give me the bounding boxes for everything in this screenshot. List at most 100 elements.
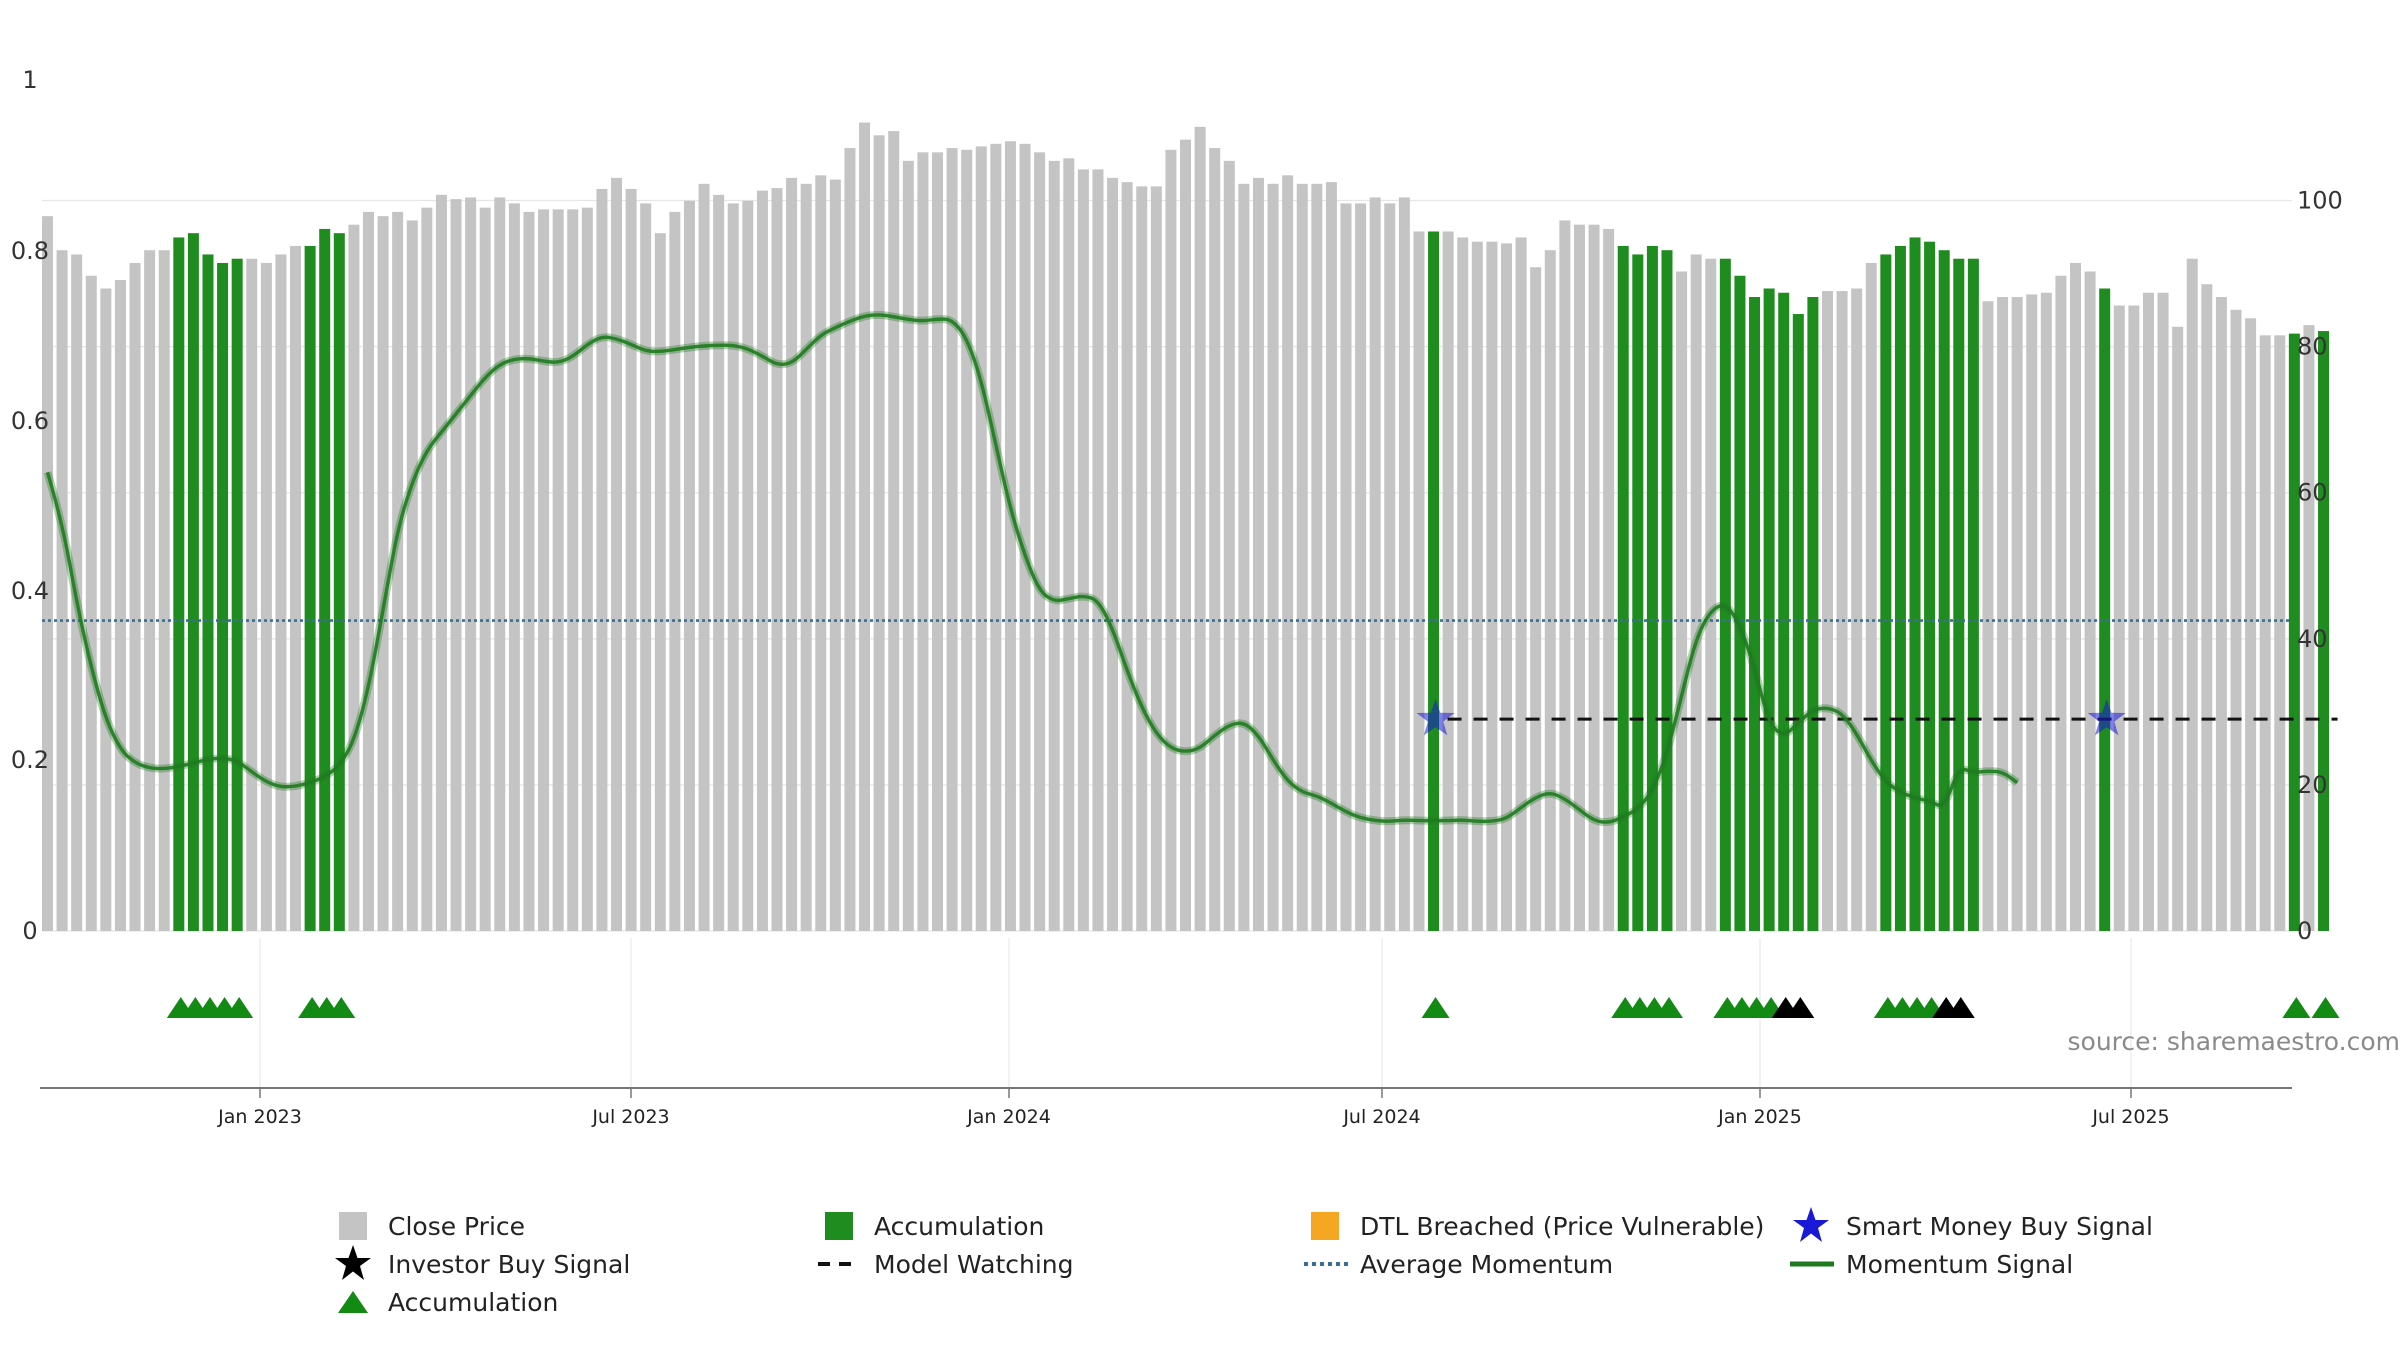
close-price-bar [1457,237,1469,931]
accumulation-bar [1617,245,1629,931]
close-price-bar [2084,271,2096,932]
close-price-bar [2113,305,2125,931]
x-axis-tick: Jul 2024 [1342,1106,1420,1128]
close-price-bar [2026,294,2038,931]
legend-label: DTL Breached (Price Vulnerable) [1360,1211,1765,1241]
close-price-bar [465,197,477,931]
close-price-bar [1413,231,1425,932]
close-price-bar [683,200,695,932]
left-axis-tick: 0.6 [11,407,49,435]
close-price-bar [2172,326,2184,931]
close-price-bar [1252,177,1264,931]
close-price-bar [625,188,637,931]
accumulation-bar [1792,314,1804,931]
close-price-bar [815,175,827,931]
close-price-bar [508,203,520,931]
accumulation-bar [231,258,243,932]
close-price-bar [2274,335,2286,931]
close-price-bar [2259,335,2271,931]
close-price-bar [727,203,739,931]
close-price-bar [479,207,491,931]
close-price-bar [2215,297,2227,931]
accumulation-bar [319,228,331,931]
accumulation-bar [1719,258,1731,932]
x-axis-tick: Jul 2025 [2091,1106,2169,1128]
accumulation-bar [1807,297,1819,931]
x-axis-tick: Jan 2024 [966,1106,1051,1128]
accumulation-bar [333,233,345,931]
close-price-bar [1238,183,1250,931]
accumulation-bar [1763,288,1775,931]
source-label: source: sharemaestro.com [2068,1027,2400,1056]
close-price-bar [990,143,1002,931]
close-price-bar [1034,152,1046,931]
legend: Close Price Accumulation DTL Breached (P… [330,1207,2230,1338]
accumulation-bar [187,233,199,931]
close-price-bar [1573,224,1585,932]
signal-triangles [166,997,2340,1018]
close-price-bar [1997,297,2009,931]
investor-buy-triangle [1946,997,1975,1018]
close-price-bar [1442,231,1454,932]
legend-item-momentum-signal: Momentum Signal [1788,1246,2073,1282]
accumulation-triangle [1654,997,1683,1018]
close-price-bar [1194,126,1206,931]
right-axis-tick: 80 [2297,333,2328,361]
accumulation-bar [1428,231,1440,932]
close-price-bar [260,262,272,932]
right-axis-tick: 40 [2297,625,2328,653]
smart-money-signals [1416,699,2126,736]
dashed-line-icon [818,1262,860,1266]
close-price-bar [85,275,97,932]
close-price-bar [611,177,623,931]
left-axis-tick: 0 [22,917,37,945]
close-price-bar [829,179,841,931]
close-price-bar [742,200,754,932]
accumulation-triangle [1421,997,1450,1018]
right-axis-tick: 100 [2297,187,2343,215]
close-price-bar [1340,203,1352,931]
smart-money-star [1416,699,1455,736]
legend-label: Investor Buy Signal [388,1249,631,1279]
close-price-bar [406,220,418,932]
close-price-bar [2040,292,2052,931]
legend-item-model-watching: Model Watching [816,1246,1074,1282]
accumulation-bar [1661,250,1673,931]
left-axis-tick: 0.4 [11,577,49,605]
close-price-bar [698,183,710,931]
close-price-bar [1530,267,1542,932]
accumulation-bar [304,245,316,931]
x-axis-tick: Jan 2025 [1717,1106,1802,1128]
close-price-bar [2230,309,2242,931]
close-price-bar [1603,228,1615,931]
orange-square-icon [1311,1212,1339,1240]
close-price-bar [1092,169,1104,932]
solid-line-icon [1790,1261,1834,1267]
right-axis-tick: 60 [2297,479,2328,507]
close-price-bar [1676,271,1688,932]
price-bars [42,122,2330,932]
close-price-bar [1136,186,1148,932]
close-price-bar [1486,241,1498,931]
close-price-bar [290,245,302,931]
close-price-bar [129,262,141,932]
close-price-bar [114,279,126,931]
close-price-bar [1077,169,1089,932]
close-price-bar [596,188,608,931]
left-axis-tick: 0.8 [11,237,49,265]
close-price-bar [246,258,258,932]
close-price-bar [1821,291,1833,931]
close-price-bar [1121,182,1133,931]
green-square-icon [825,1212,853,1240]
close-price-bar [362,211,374,931]
legend-label: Momentum Signal [1846,1249,2074,1279]
axes: 0 0.2 0.4 0.6 0.8 1 0 20 40 60 80 100 Jan 2023 Jul 20… [11,66,2343,1128]
close-price-bar [1865,262,1877,932]
legend-item-close-price: Close Price [330,1208,525,1244]
legend-label: Model Watching [874,1249,1074,1279]
close-price-bar [56,250,68,931]
left-axis-tick: 0.2 [11,746,49,774]
close-price-bar [1019,143,1031,931]
accumulation-bar [1632,254,1644,931]
